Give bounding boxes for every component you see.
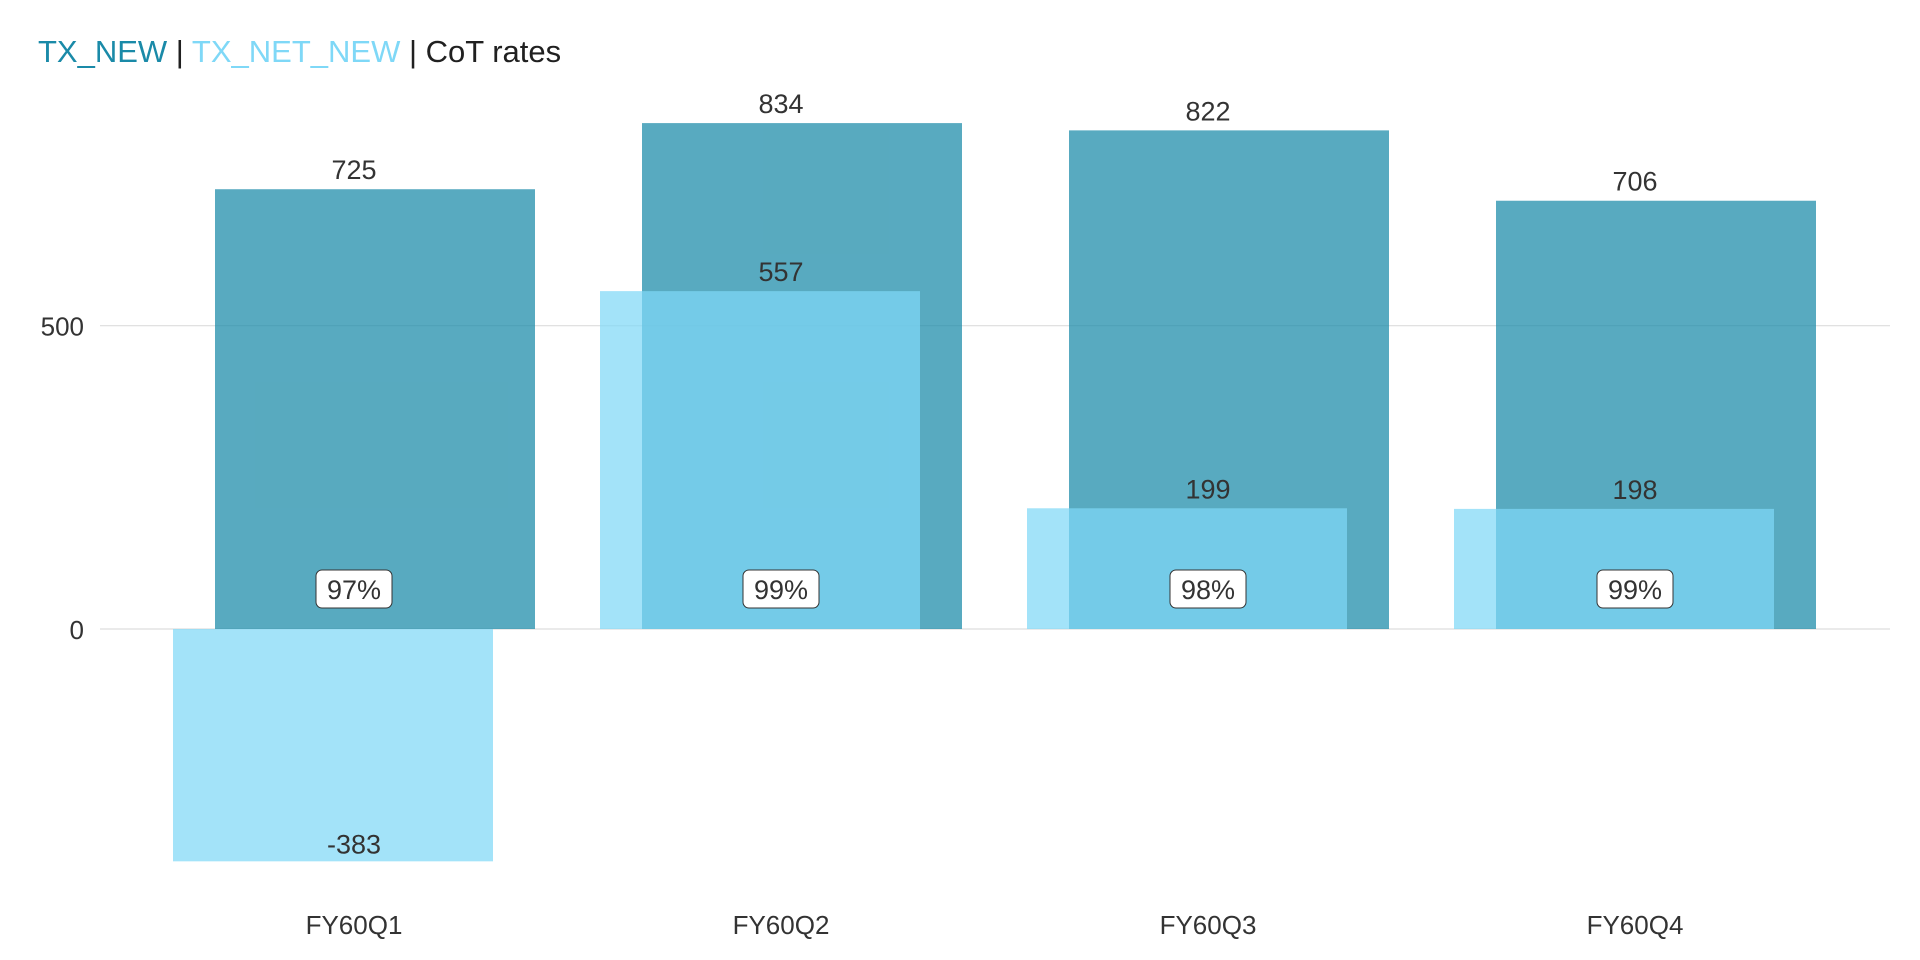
cot-rate-label: 98% [1181,575,1235,605]
title-separator: | [167,34,192,69]
data-label-tx-net-new: 557 [758,257,803,287]
x-tick-label: FY60Q3 [1160,910,1257,940]
data-label-tx-net-new: -383 [327,829,381,859]
title-separator: | [400,34,426,69]
y-tick-label: 0 [70,615,84,645]
title-tx-net-new: TX_NET_NEW [191,34,401,69]
cot-rate-box [1596,569,1674,609]
cot-rate-box [315,569,393,609]
y-tick-label: 500 [41,312,84,342]
cot-rate-box [742,569,820,609]
cot-rate-label: 97% [327,575,381,605]
cot-rate-label: 99% [1608,575,1662,605]
chart-title: TX_NEW | TX_NET_NEW | CoT rates [38,34,561,70]
data-label-tx-net-new: 198 [1612,475,1657,505]
x-tick-label: FY60Q1 [306,910,403,940]
bar-tx-net-new [1454,508,1774,629]
x-tick-label: FY60Q4 [1587,910,1684,940]
data-label-tx-new: 822 [1185,96,1230,126]
data-label-tx-new: 706 [1612,167,1657,197]
x-tick-label: FY60Q2 [733,910,830,940]
title-cot-rates: CoT rates [425,34,562,69]
cot-rate-label: 99% [754,575,808,605]
title-tx-new: TX_NEW [38,34,168,69]
cot-rate-box [1169,569,1247,609]
bar-tx-net-new [1027,508,1347,629]
data-label-tx-new: 725 [331,155,376,185]
data-label-tx-net-new: 199 [1185,474,1230,504]
data-label-tx-new: 834 [758,89,803,119]
bar-tx-net-new [173,629,493,862]
bar-tx-new [215,189,535,629]
